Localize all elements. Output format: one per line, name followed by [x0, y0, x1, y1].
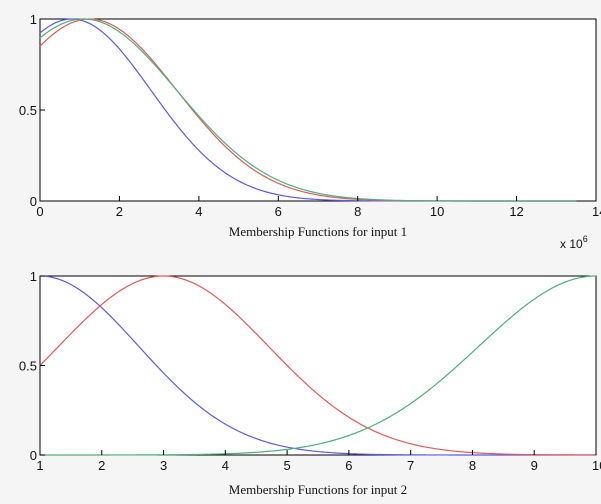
x-multiplier: x 106: [560, 234, 588, 251]
y-tick-label: 1: [30, 12, 37, 27]
chart-input-2: 1 2 3 4 5 6 7 8 9 10 0 0.5 1 Membership Functions fo…: [19, 269, 601, 497]
x-tick-label: 6: [275, 204, 282, 219]
series-line-3: [40, 275, 597, 456]
x-multiplier-exponent: 6: [583, 234, 588, 244]
chart-input-1: 0 2 4 6 8 10 12 14 0 0.5 1 Membership Functions fo…: [19, 12, 601, 251]
tick-layer: 0 2 4 6 8 10 12 14 0 0.5 1: [19, 12, 601, 219]
series-layer: [39, 275, 597, 456]
y-tick-label: 1: [30, 269, 37, 284]
chart-caption: Membership Functions for input 1: [229, 224, 407, 239]
x-tick-label: 1: [36, 458, 43, 473]
x-tick-label: 6: [345, 458, 352, 473]
series-line-3: [39, 18, 577, 202]
x-tick-label: 10: [592, 458, 601, 473]
series-layer: [39, 18, 577, 202]
x-tick-label: 0: [36, 204, 43, 219]
plot-area: [39, 18, 597, 202]
x-tick-label: 8: [354, 204, 361, 219]
y-tick-label: 0: [30, 448, 37, 463]
plot-area: [39, 275, 597, 456]
x-tick-label: 7: [407, 458, 414, 473]
x-tick-label: 14: [592, 204, 601, 219]
y-tick-label: 0.5: [19, 103, 37, 118]
chart-caption: Membership Functions for input 2: [229, 482, 407, 497]
x-tick-label: 4: [195, 204, 202, 219]
x-multiplier-label: x 10: [560, 237, 583, 251]
x-tick-label: 12: [509, 204, 523, 219]
y-tick-label: 0: [30, 194, 37, 209]
series-line-2: [39, 275, 596, 456]
tick-layer: 1 2 3 4 5 6 7 8 9 10 0 0.5 1: [19, 269, 601, 473]
series-line-1: [39, 275, 596, 456]
x-tick-label: 9: [531, 458, 538, 473]
x-tick-label: 5: [283, 458, 290, 473]
x-tick-label: 2: [116, 204, 123, 219]
y-tick-label: 0.5: [19, 359, 37, 374]
x-tick-label: 4: [222, 458, 229, 473]
x-tick-label: 10: [430, 204, 444, 219]
x-tick-label: 3: [160, 458, 167, 473]
x-tick-label: 2: [98, 458, 105, 473]
x-tick-label: 8: [469, 458, 476, 473]
